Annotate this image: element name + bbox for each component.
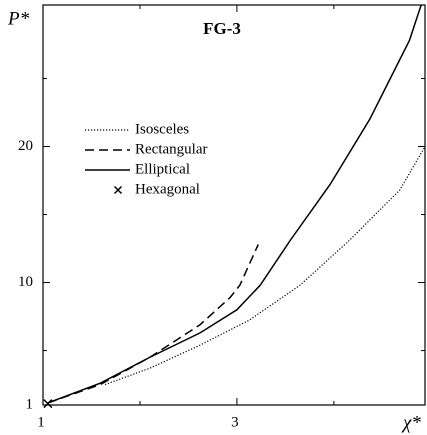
legend-label: Elliptical [135,161,190,177]
legend-label: Hexagonal [135,181,200,197]
x-axis-label: χ* [401,412,421,433]
x-tick-label: 3 [231,414,239,430]
marker [43,399,53,409]
marker [113,185,123,195]
chart-title: FG-3 [203,19,241,38]
y-tick-label: 1 [26,396,34,412]
y-tick-label: 10 [18,274,33,290]
series-line [47,4,422,404]
series-line [104,146,426,386]
y-axis-label: P* [7,8,30,29]
legend-label: Isosceles [135,121,189,137]
x-tick-label: 1 [37,414,45,430]
series-line [47,244,259,404]
legend-label: Rectangular [135,141,207,157]
plot-frame [42,4,426,406]
y-tick-label: 20 [18,138,33,154]
